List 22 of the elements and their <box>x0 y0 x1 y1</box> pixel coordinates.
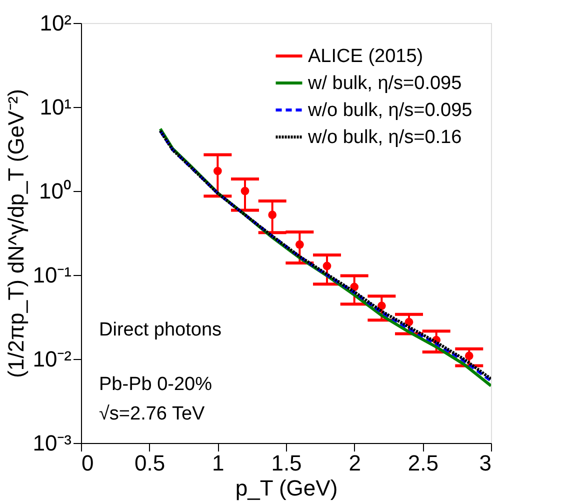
legend-label: w/o bulk, η/s=0.095 <box>307 100 472 121</box>
x-tick-label: 3 <box>479 450 492 476</box>
x-tick-label: 2 <box>348 450 361 476</box>
y-tick-label: 10⁻¹ <box>32 262 72 288</box>
x-tick-label: 2.5 <box>408 450 438 476</box>
y-tick-label: 10⁻³ <box>32 430 72 456</box>
annotation: Direct photons <box>99 320 222 341</box>
y-tick-label: 10² <box>40 10 72 36</box>
x-tick-label: 1 <box>212 450 224 476</box>
x-tick-label: 1.5 <box>271 450 302 476</box>
y-tick-label: 10⁻² <box>32 346 72 372</box>
legend-label: ALICE (2015) <box>308 46 424 67</box>
x-axis-title: p_T (GeV) <box>235 476 338 500</box>
legend-label: w/o bulk, η/s=0.16 <box>307 127 462 148</box>
y-axis-title: (1/2πp_T) dN^γ/dp_T (GeV⁻²) <box>4 89 29 378</box>
annotation: Pb-Pb 0-20% <box>99 374 212 396</box>
annotation: √s=2.76 TeV <box>99 404 206 425</box>
y-tick-label: 10⁰ <box>39 178 72 204</box>
x-tick-label: 0.5 <box>134 450 166 476</box>
x-tick-label: 0 <box>82 450 94 476</box>
y-tick-label: 10¹ <box>40 94 72 120</box>
legend-label: w/ bulk, η/s=0.095 <box>307 73 462 94</box>
